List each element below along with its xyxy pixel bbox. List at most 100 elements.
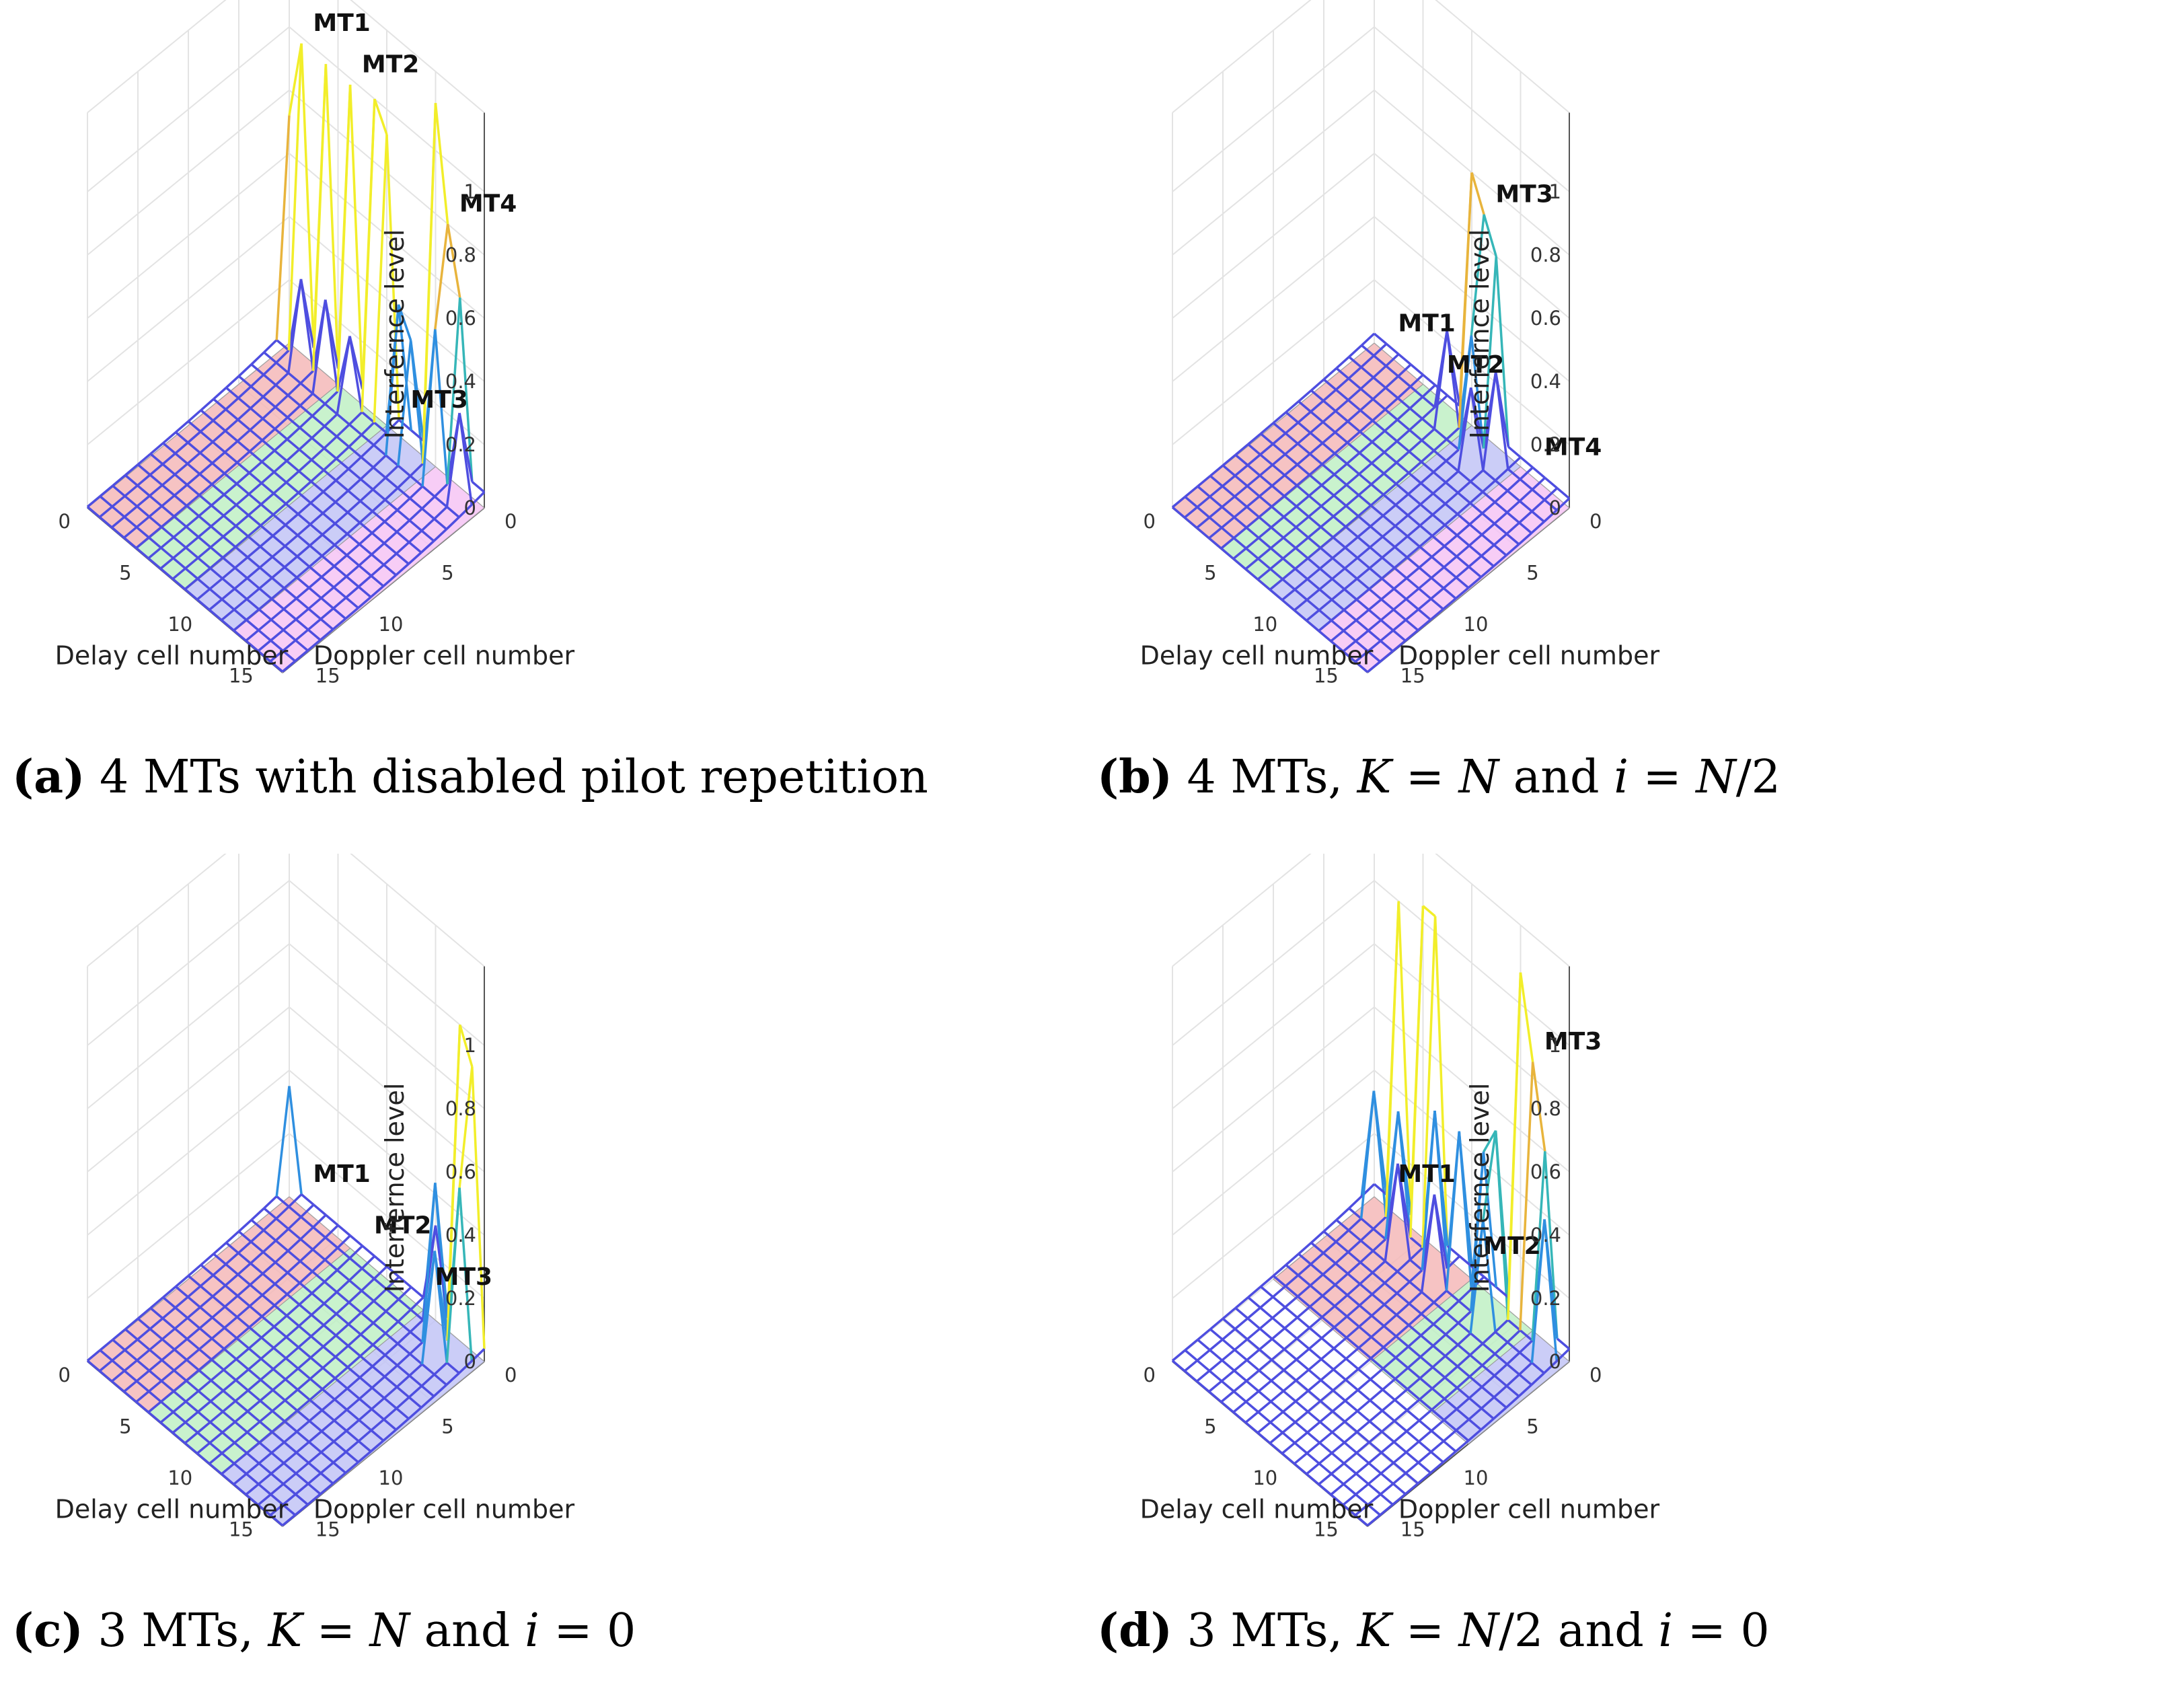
surface-wire xyxy=(172,567,186,580)
surface-wire xyxy=(307,1493,322,1506)
surface-wire xyxy=(223,1327,238,1339)
surface-wire xyxy=(297,492,312,505)
surface-wire xyxy=(224,1284,239,1297)
surface-wire xyxy=(237,363,252,377)
surface-wire xyxy=(1531,1151,1546,1341)
surface-wire xyxy=(1421,406,1436,420)
surface-wire xyxy=(1442,597,1457,610)
surface-wire xyxy=(283,1462,297,1475)
surface-wire xyxy=(383,1407,398,1421)
surface-wire xyxy=(1420,461,1435,474)
surface-wire xyxy=(420,518,435,532)
surface-wire xyxy=(1307,1379,1322,1392)
surface-wire xyxy=(1295,526,1310,539)
surface-wire xyxy=(1234,443,1249,456)
surface-wire xyxy=(249,417,264,431)
surface-wire xyxy=(272,503,287,516)
surface-wire xyxy=(334,544,348,556)
x-tick-label: 15 xyxy=(1314,665,1339,688)
surface-wire xyxy=(1233,1359,1248,1372)
surface-wire xyxy=(1405,587,1420,600)
caption-part-c-3: N xyxy=(369,1604,410,1658)
surface-wire xyxy=(1297,443,1311,455)
surface-wire xyxy=(1505,533,1520,546)
surface-wire xyxy=(1355,1462,1370,1475)
surface-wire xyxy=(409,1319,424,1333)
surface-wire xyxy=(274,1261,289,1274)
surface-wire xyxy=(1368,609,1382,622)
surface-wire xyxy=(1395,1302,1411,1316)
surface-wire xyxy=(1357,1389,1371,1402)
surface-wire xyxy=(1332,1389,1347,1402)
surface-wire xyxy=(233,1473,248,1485)
surface-wire xyxy=(1372,1228,1387,1240)
surface-wire xyxy=(384,476,399,489)
surface-wire xyxy=(1505,1373,1520,1387)
surface-wire xyxy=(410,429,424,442)
x-tick-label: 0 xyxy=(1144,1364,1156,1386)
z-tick-label: 0 xyxy=(464,496,476,519)
surface-wire xyxy=(1281,1442,1296,1454)
surface-wire xyxy=(333,554,348,567)
surface-wire xyxy=(322,490,336,503)
surface-wire xyxy=(1380,1472,1394,1485)
surface-wire xyxy=(1246,1348,1261,1362)
surface-wire xyxy=(271,1420,286,1433)
surface-wire xyxy=(1407,503,1421,517)
surface-wire xyxy=(1310,1252,1324,1265)
surface-wire xyxy=(223,1347,237,1360)
surface-wire xyxy=(186,1338,200,1351)
surface-wire xyxy=(1481,501,1496,515)
surface-wire xyxy=(257,1493,272,1506)
surface-wire xyxy=(286,1293,301,1306)
surface-wire xyxy=(383,521,398,533)
surface-wire xyxy=(346,554,360,567)
surface-wire xyxy=(271,577,285,589)
surface-wire xyxy=(1296,484,1310,497)
surface-wire xyxy=(1405,1472,1419,1485)
surface-wire xyxy=(1308,1327,1323,1339)
surface-wire xyxy=(1294,1432,1308,1444)
surface-wire xyxy=(198,473,213,486)
surface-wire xyxy=(259,535,274,548)
surface-wire xyxy=(274,394,289,408)
surface-wire xyxy=(199,1295,214,1308)
surface-wire xyxy=(371,1365,386,1378)
surface-wire xyxy=(1556,497,1571,511)
surface-wire xyxy=(1372,419,1386,432)
z-tick-label: 1 xyxy=(464,1034,476,1057)
surface-wire xyxy=(320,586,335,599)
grid-line xyxy=(350,854,485,967)
surface-wire xyxy=(310,469,325,483)
surface-wire xyxy=(1494,1331,1509,1343)
surface-wire xyxy=(198,494,213,507)
surface-wire xyxy=(1246,1338,1261,1351)
grid-line xyxy=(1435,0,1570,114)
surface-wire xyxy=(332,618,346,630)
surface-wire xyxy=(1333,1315,1348,1329)
surface-wire xyxy=(246,1420,261,1434)
surface-wire xyxy=(1259,453,1273,466)
surface-wire xyxy=(1348,1195,1363,1210)
surface-wire xyxy=(1220,1390,1235,1403)
surface-wire xyxy=(349,1234,363,1247)
surface-wire xyxy=(172,1411,186,1423)
surface-wire xyxy=(1246,485,1261,498)
mt-label-mt3: MT3 xyxy=(1495,180,1552,208)
surface-wire xyxy=(1480,1417,1495,1431)
surface-wire xyxy=(324,299,340,369)
z-tick-label: 0.8 xyxy=(1530,1097,1561,1120)
surface-wire xyxy=(297,534,311,547)
surface-wire xyxy=(137,453,151,466)
surface-wire xyxy=(185,1390,200,1403)
surface-wire xyxy=(1270,547,1284,560)
surface-wire xyxy=(1405,598,1419,611)
surface-wire xyxy=(409,485,424,500)
surface-wire xyxy=(1271,1316,1286,1329)
panel-c: MT1 MT2 MT3 0 0.2 0.4 0.6 0.8 1 0 5 10 15 0 5 10 15 Inter… xyxy=(0,854,1085,1708)
z-tick-label: 0.2 xyxy=(445,433,476,456)
z-axis-label: Interfernce level xyxy=(380,1083,410,1293)
surface-wire xyxy=(1384,387,1399,400)
surface-wire xyxy=(99,495,114,508)
surface-wire xyxy=(1269,589,1283,601)
